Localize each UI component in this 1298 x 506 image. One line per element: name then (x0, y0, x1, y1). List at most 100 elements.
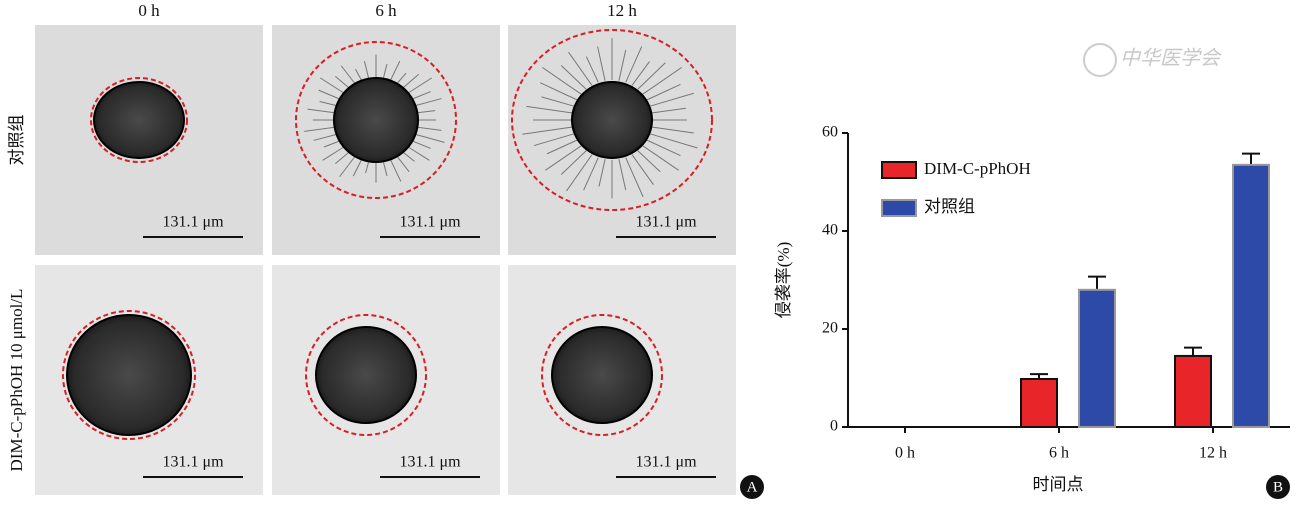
legend-label: DIM-C-pPhOH (924, 159, 1031, 178)
cell-protrusion (407, 77, 433, 94)
cell-protrusion (318, 89, 340, 100)
scale-bar-label: 131.1 μm (635, 214, 697, 231)
cell-protrusion (319, 77, 345, 94)
column-header: 0 h (138, 1, 160, 20)
cell-protrusion (646, 139, 681, 157)
spheroid (66, 314, 192, 436)
spheroid (571, 81, 653, 159)
cell-protrusion (649, 92, 694, 107)
x-tick-label: 12 h (1199, 445, 1227, 462)
cell-protrusion (412, 91, 431, 100)
cell-protrusion (412, 140, 431, 149)
x-tick-label: 6 h (1049, 445, 1069, 462)
cell-protrusion (625, 157, 644, 198)
y-tick-label: 60 (822, 124, 838, 141)
panel-badge (1266, 475, 1290, 499)
cell-protrusion (642, 145, 679, 171)
cell-protrusion (646, 83, 681, 101)
cell-protrusion (382, 63, 388, 79)
scale-bar-label: 131.1 μm (399, 214, 461, 231)
invasion-outline (295, 41, 457, 199)
cell-protrusion (415, 98, 442, 107)
cell-protrusion (365, 161, 370, 174)
panel-badge (740, 475, 764, 499)
cell-protrusion (546, 139, 578, 155)
cell-protrusion (396, 156, 410, 173)
cell-protrusion (389, 159, 402, 182)
cell-protrusion (651, 126, 694, 134)
cell-protrusion (323, 140, 340, 148)
cell-protrusion (585, 56, 599, 83)
cell-protrusion (322, 146, 345, 161)
x-tick-label: 0 h (895, 445, 915, 462)
cell-protrusion (618, 159, 627, 191)
watermark: 中华医学会 (1120, 48, 1222, 70)
spheroid (315, 326, 417, 424)
cell-protrusion (415, 133, 445, 143)
cell-protrusion (335, 76, 350, 89)
cell-protrusion (382, 161, 388, 177)
invasion-outline (541, 314, 663, 436)
cell-protrusion (402, 73, 420, 89)
y-tick-label: 40 (822, 222, 838, 239)
cell-protrusion (631, 154, 654, 185)
panel-label: A (747, 479, 758, 495)
cell-protrusion (649, 133, 698, 149)
scale-bar-label: 131.1 μm (635, 454, 697, 471)
cell-protrusion (542, 66, 582, 95)
invasion-outline (305, 314, 427, 436)
cell-protrusion (631, 61, 650, 86)
cell-protrusion (355, 69, 363, 81)
cell-protrusion (363, 61, 370, 79)
cell-protrusion (335, 151, 350, 164)
cell-protrusion (568, 51, 593, 86)
cell-protrusion (307, 108, 335, 114)
legend-label: 对照组 (924, 197, 975, 216)
y-tick-label: 0 (830, 418, 838, 435)
cell-protrusion (618, 49, 627, 81)
cell-protrusion (637, 62, 666, 90)
cell-protrusion (651, 107, 686, 114)
invasion-outline (62, 310, 196, 440)
scale-bar-label: 131.1 μm (399, 454, 461, 471)
cell-protrusion (541, 96, 575, 107)
cell-protrusion (526, 105, 573, 114)
panel-label: B (1273, 479, 1283, 495)
cell-protrusion (642, 66, 682, 95)
scale-bar-label: 131.1 μm (162, 454, 224, 471)
bar (1020, 377, 1058, 429)
cell-protrusion (402, 151, 415, 162)
cell-protrusion (625, 46, 643, 83)
cell-protrusion (545, 145, 582, 171)
cell-protrusion (340, 65, 356, 84)
cell-protrusion (583, 157, 599, 191)
y-tick-label: 20 (822, 320, 838, 337)
scale-bar-label: 131.1 μm (162, 214, 224, 231)
watermark-logo (1083, 43, 1117, 77)
invasion-outline (511, 29, 713, 211)
cell-protrusion (522, 126, 573, 135)
legend-swatch (881, 161, 917, 179)
cell-protrusion (598, 159, 606, 187)
row-label: DIM-C-pPhOH 10 μmol/L (7, 289, 26, 472)
cell-protrusion (597, 46, 606, 81)
cell-protrusion (539, 82, 578, 101)
spheroid (93, 81, 185, 159)
cell-protrusion (637, 150, 661, 173)
bar (1174, 354, 1212, 429)
column-header: 12 h (607, 1, 637, 20)
cell-protrusion (417, 126, 442, 131)
cell-protrusion (389, 60, 401, 81)
invasion-outline (90, 77, 188, 163)
cell-protrusion (560, 150, 587, 175)
legend-swatch (881, 199, 917, 217)
y-axis-title: 侵袭率(%) (774, 242, 793, 318)
spheroid (333, 77, 419, 163)
bar (1232, 163, 1270, 428)
cell-protrusion (533, 133, 575, 147)
cell-protrusion (566, 154, 593, 192)
cell-protrusion (396, 72, 407, 84)
cell-protrusion (407, 146, 430, 161)
bar (1078, 288, 1116, 428)
